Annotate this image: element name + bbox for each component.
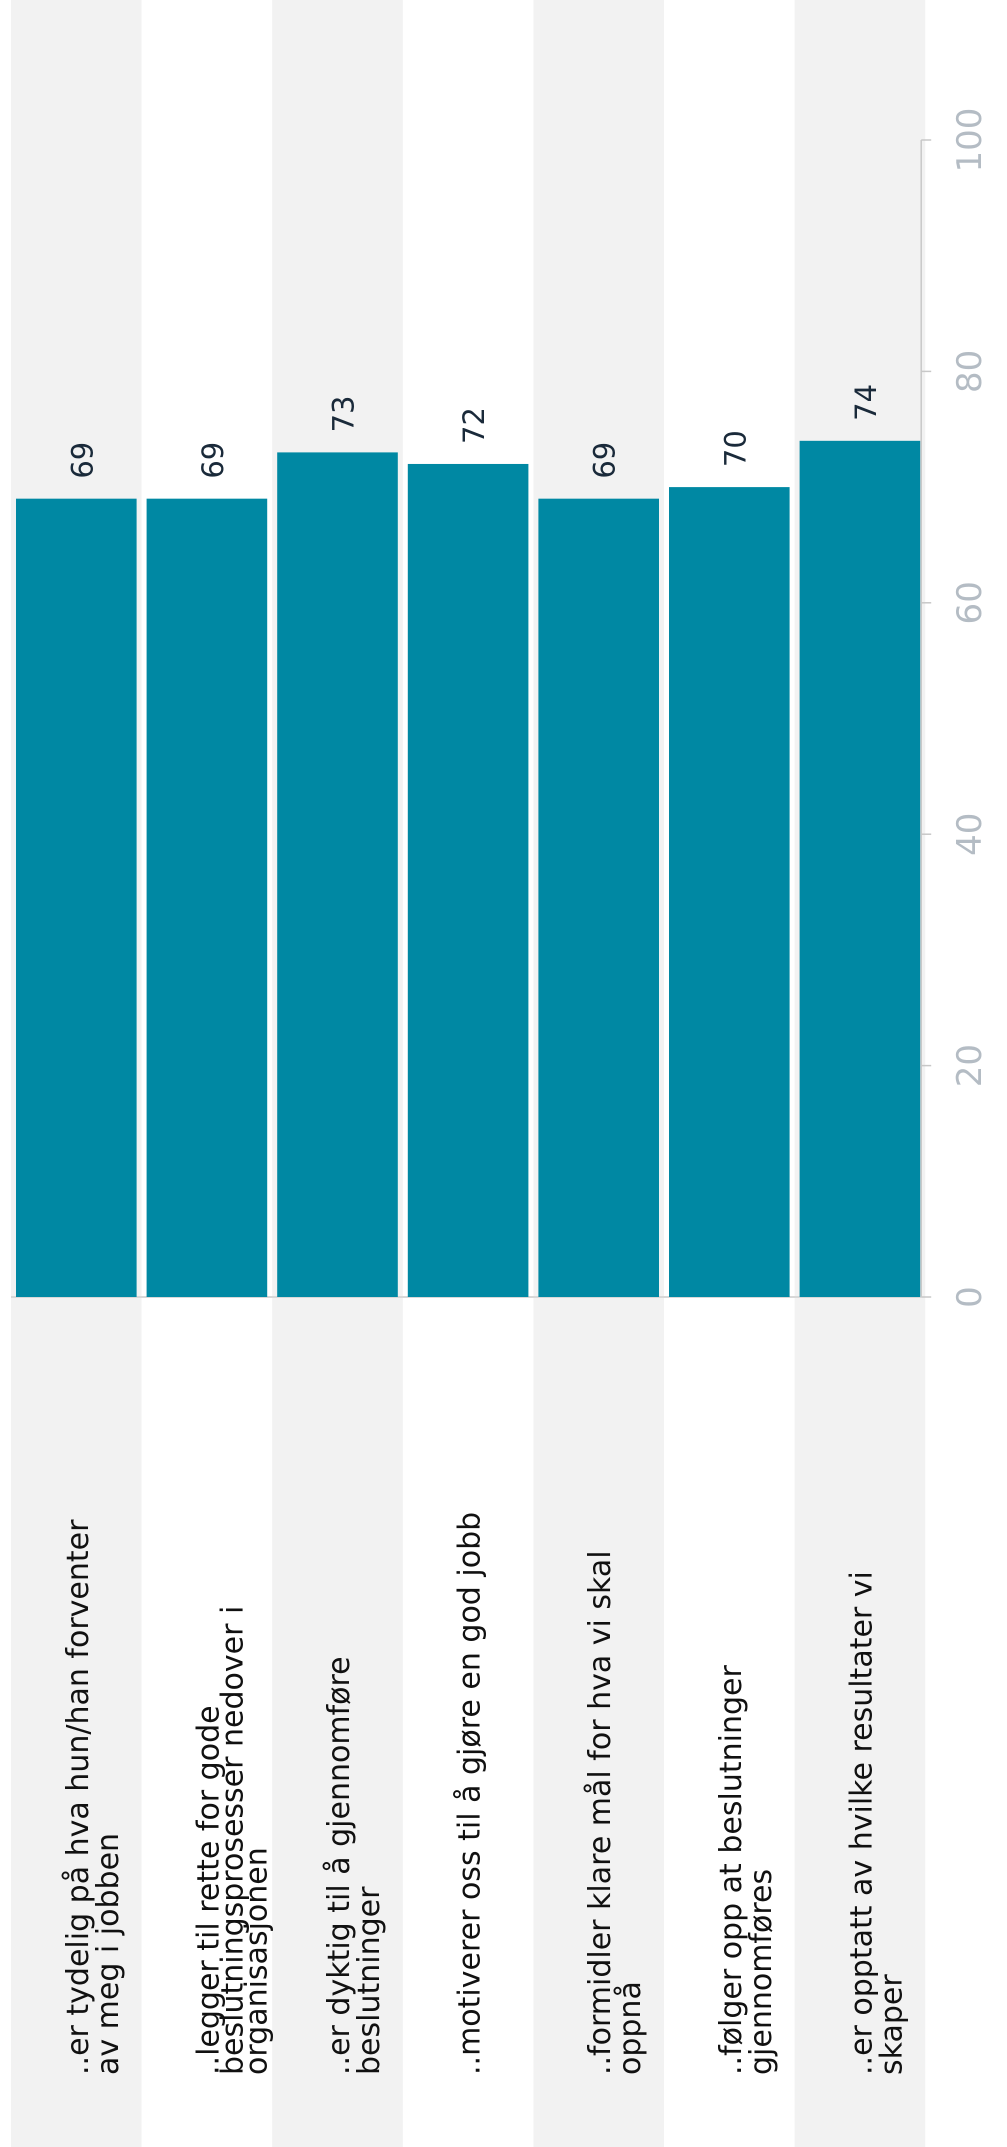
bar: [538, 498, 659, 1297]
category-label: av meg i jobben: [91, 1833, 126, 2075]
bar: [799, 440, 921, 1297]
category-label: beslutninger: [352, 1886, 387, 2075]
value-label: 70: [718, 430, 752, 467]
y-tick-label: 40: [950, 813, 990, 856]
bar: [277, 452, 398, 1297]
y-tick-label: 0: [950, 1286, 990, 1308]
y-tick-label: 20: [950, 1044, 990, 1087]
category-label: oppnå: [613, 1981, 648, 2075]
category-label: skaper: [874, 1974, 909, 2075]
category-label: ..er tydelig på hva hun/han forventer: [61, 1519, 96, 2075]
category-label: ..følger opp at beslutninger: [714, 1665, 749, 2075]
category-label: organisasjonen: [239, 1847, 274, 2075]
bar: [146, 498, 268, 1297]
bar: [16, 498, 137, 1297]
category-label: gjennomføres: [744, 1869, 779, 2075]
category-label: ..motiverer oss til å gjøre en god jobb: [453, 1512, 488, 2075]
category-label: ..legger til rette for gode: [191, 1705, 226, 2075]
y-tick-label: 60: [950, 581, 990, 624]
value-label: 73: [327, 395, 361, 432]
category-label: beslutningsprosesser nedover i: [215, 1606, 250, 2075]
value-label: 69: [588, 442, 622, 479]
category-label: ..formidler klare mål for hva vi skal: [583, 1550, 618, 2075]
bar: [407, 463, 529, 1298]
value-label: 74: [849, 384, 883, 421]
y-tick-label: 100: [950, 108, 990, 173]
category-label: ..er opptatt av hvilke resultater vi: [844, 1571, 879, 2075]
category-label: ..er dyktig til å gjennomføre: [322, 1656, 357, 2075]
value-label: 69: [196, 442, 230, 479]
bar: [669, 487, 790, 1298]
y-tick-label: 80: [950, 350, 990, 393]
value-label: 69: [65, 442, 99, 479]
value-label: 72: [457, 407, 491, 444]
